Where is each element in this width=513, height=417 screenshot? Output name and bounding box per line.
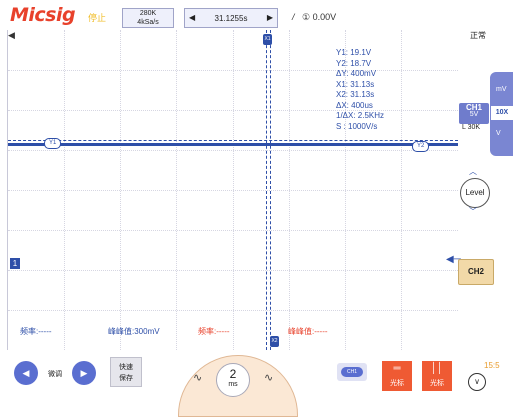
quick-save-button[interactable]: 快速 保存 [110, 357, 142, 387]
horizontal-position-control[interactable]: ◀ 31.1255s ▶ [184, 8, 278, 28]
gridline [8, 150, 458, 151]
readout-y1: Y1: 19.1V [336, 48, 384, 59]
menu-down-icon[interactable]: ∨ [468, 373, 486, 391]
chevron-up-icon[interactable]: ︿ [469, 166, 477, 177]
ch1-waveform [8, 143, 458, 146]
ch1-coupling: L 30K [462, 124, 480, 131]
trigger-source: ① [302, 12, 310, 22]
level-knob[interactable]: Level [460, 178, 490, 208]
ch2-peak-to-peak[interactable]: 峰峰值:----- [288, 326, 328, 337]
chevron-down-icon[interactable]: ﹀ [469, 206, 477, 217]
probe-10x-option[interactable]: 10X [491, 106, 513, 120]
brand-logo: Micsig [10, 4, 75, 26]
ch2-frequency[interactable]: 频率:----- [198, 326, 230, 337]
quick-save-line2: 保存 [111, 373, 141, 384]
trigger-level: 0.00V [313, 12, 337, 22]
gridline [8, 310, 458, 311]
trigger-level-marker-icon[interactable]: ◀ [8, 30, 15, 41]
gridline [8, 110, 458, 111]
cursor-y2-tag[interactable]: Y2 [412, 141, 429, 152]
horizontal-cursor-icon: ═ [382, 364, 412, 374]
unit-v-option[interactable]: V [496, 130, 501, 137]
timebase-number: 2 [217, 367, 249, 381]
fine-right-button[interactable]: ▶ [72, 361, 96, 385]
scroll-right-icon[interactable]: ▶ [267, 13, 273, 22]
cursor-channel-select[interactable]: CH1 [337, 363, 367, 381]
readout-x2: X2: 31.13s [336, 90, 384, 101]
quick-save-line1: 快速 [111, 362, 141, 373]
memory-depth: 280K [123, 10, 173, 18]
readout-dy: ΔY: 400mV [336, 69, 384, 80]
readout-x1: X1: 31.13s [336, 80, 384, 91]
bottom-bar: ◀ 微调 ▶ 快速 保存 ∿ 2 ms ∿ CH1 ═ 光标 ││ 光标 15:… [0, 351, 513, 392]
trigger-level-control: ︿ Level ﹀ [460, 168, 490, 218]
top-bar: Micsig 停止 280K 4kSa/s ▼ ◀ 31.1255s ▶ / ①… [0, 0, 513, 30]
cursor-readout: Y1: 19.1V Y2: 18.7V ΔY: 400mV X1: 31.13s… [336, 48, 384, 132]
unit-mv-option[interactable]: mV [496, 86, 507, 93]
gridline [8, 230, 458, 231]
readout-slope: S : 1000V/s [336, 122, 384, 133]
fine-left-button[interactable]: ◀ [14, 361, 38, 385]
readout-inverse-dx: 1/ΔX: 2.5KHz [336, 111, 384, 122]
ch1-mini-badge: CH1 [341, 367, 363, 377]
acquire-mode[interactable]: 正常 [470, 30, 486, 41]
horizontal-position-value: 31.1255s [185, 14, 277, 23]
timebase-unit: ms [217, 381, 249, 388]
sample-rate: 4kSa/s [123, 19, 173, 27]
ch2-button[interactable]: CH2 [458, 259, 494, 285]
timebase-decrease-icon[interactable]: ∿ [193, 371, 202, 384]
clock: 15:5 [484, 361, 500, 370]
run-stop-status[interactable]: 停止 [88, 11, 106, 24]
ch1-peak-to-peak[interactable]: 峰峰值:300mV [108, 326, 160, 337]
vertical-cursor-icon: ││ [422, 364, 452, 374]
gridline [8, 190, 458, 191]
readout-y2: Y2: 18.7V [336, 59, 384, 70]
measurement-bar: 频率:----- 峰峰值:300mV 频率:----- 峰峰值:----- [8, 326, 458, 340]
cursor-y1-line[interactable] [8, 140, 458, 141]
horizontal-cursor-button[interactable]: ═ 光标 [382, 361, 412, 391]
trigger-info[interactable]: / ① 0.00V [292, 12, 336, 23]
ch1-frequency[interactable]: 频率:----- [20, 326, 52, 337]
ch1-label: CH1 [459, 104, 489, 111]
cursor-x1-tag[interactable]: X1 [263, 34, 272, 45]
gridline [8, 70, 458, 71]
ch1-scale: 5V [470, 111, 479, 118]
vertical-cursor-label: 光标 [430, 380, 444, 387]
timebase-increase-icon[interactable]: ∿ [264, 371, 273, 384]
rising-edge-icon: / [292, 12, 295, 22]
waveform-display[interactable]: ◀ Y1 Y2 X1 X2 Y1: 19.1V Y2: 18.7V ΔY: 40… [7, 30, 458, 350]
fine-adjust-label: 微调 [48, 369, 62, 379]
probe-ratio-panel[interactable]: mV 10X V [490, 72, 513, 156]
ch1-scale-badge[interactable]: CH1 5V [459, 103, 489, 124]
ch1-ground-marker[interactable]: 1 [10, 258, 20, 269]
gridline [8, 270, 458, 271]
cursor-y1-tag[interactable]: Y1 [44, 138, 61, 149]
vertical-cursor-button[interactable]: ││ 光标 [422, 361, 452, 391]
readout-dx: ΔX: 400us [336, 101, 384, 112]
horizontal-cursor-label: 光标 [390, 380, 404, 387]
acquisition-box[interactable]: 280K 4kSa/s [122, 8, 174, 28]
cursor-x2-line[interactable] [270, 30, 271, 350]
cursor-x1-line[interactable] [266, 30, 267, 350]
